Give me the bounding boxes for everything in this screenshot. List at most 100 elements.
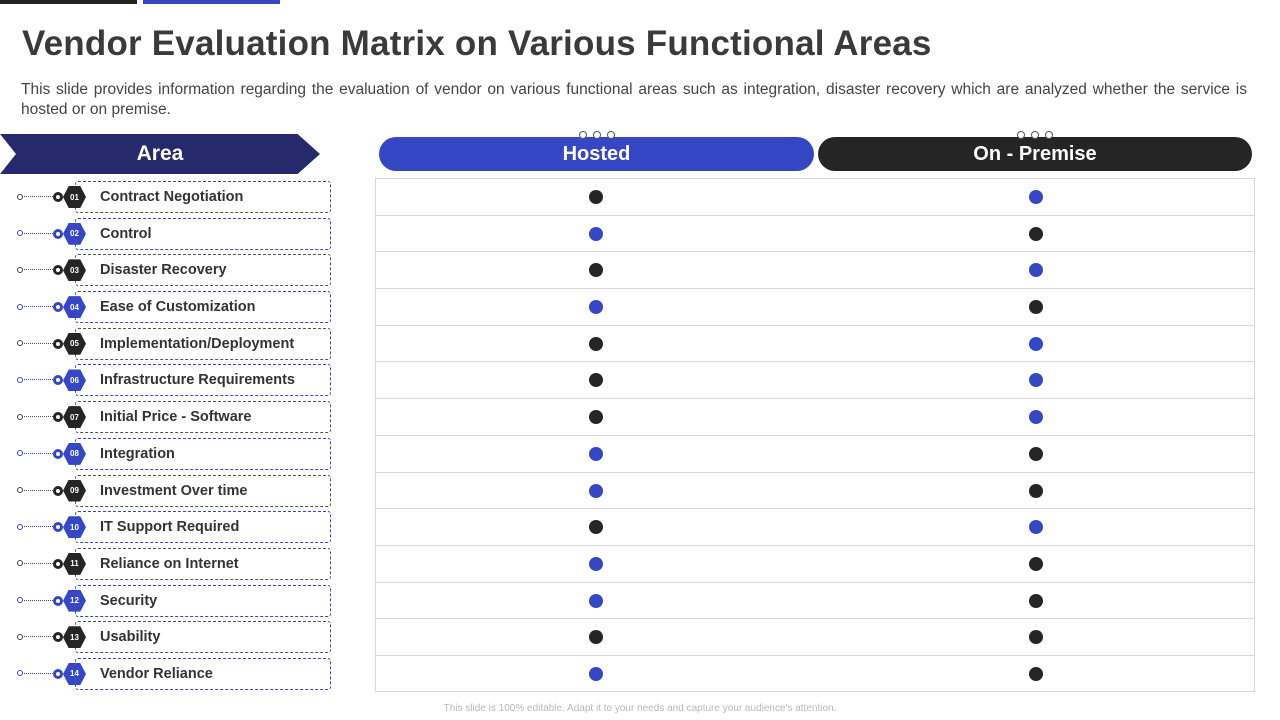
matrix-row [376, 546, 1254, 583]
on-premise-header-label: On - Premise [973, 142, 1097, 165]
row-number-badge: 14 [63, 662, 86, 685]
hosted-dot [589, 190, 603, 204]
top-accent-bar-dark [0, 0, 137, 4]
page-subtitle: This slide provides information regardin… [21, 81, 1247, 118]
row-number-badge: 01 [63, 186, 86, 208]
footer-note: This slide is 100% editable. Adapt it to… [443, 703, 837, 714]
row-connector-node [53, 448, 63, 459]
hosted-dot [589, 373, 603, 388]
row-connector-line [17, 560, 53, 567]
on-premise-header-dots [1017, 131, 1053, 139]
row-connector-line [17, 450, 53, 457]
matrix-row [376, 436, 1254, 473]
hosted-dot [589, 410, 603, 425]
on-premise-dot [1029, 263, 1043, 278]
area-row: 13 Usability [0, 620, 340, 657]
row-connector-node [53, 632, 63, 643]
row-connector-node [53, 228, 63, 239]
on-premise-dot [1029, 666, 1043, 681]
area-label: Infrastructure Requirements [75, 364, 331, 397]
area-row: 03 Disaster Recovery [0, 253, 340, 290]
hosted-dot [589, 263, 603, 278]
area-label: Initial Price - Software [75, 401, 331, 434]
on-premise-dot [1029, 446, 1043, 461]
area-row: 12 Security [0, 584, 340, 621]
area-label: Implementation/Deployment [75, 327, 331, 360]
row-connector-line [17, 266, 53, 273]
on-premise-dot [1029, 593, 1043, 608]
hosted-header-dots [578, 131, 615, 139]
row-number-badge: 10 [63, 516, 86, 539]
area-row: 07 Initial Price - Software [0, 400, 340, 437]
hosted-dot [589, 300, 603, 315]
matrix-row [376, 289, 1254, 326]
area-label: Disaster Recovery [75, 254, 331, 287]
matrix-row [376, 656, 1254, 693]
row-connector-node [53, 192, 63, 202]
page-title: Vendor Evaluation Matrix on Various Func… [22, 24, 932, 63]
area-row: 09 Investment Over time [0, 474, 340, 511]
area-label: Usability [75, 621, 331, 654]
row-connector-line [17, 633, 53, 640]
hosted-dot [589, 556, 603, 571]
hosted-dot [589, 446, 603, 461]
area-label: IT Support Required [75, 511, 331, 544]
area-label: Reliance on Internet [75, 547, 331, 580]
hosted-dot [589, 593, 603, 608]
row-connector-line [17, 487, 53, 493]
matrix-row [376, 179, 1254, 216]
area-row: 11 Reliance on Internet [0, 547, 340, 584]
hosted-column-header: Hosted [379, 131, 814, 171]
row-number-badge: 02 [63, 222, 86, 245]
row-connector-line [17, 193, 53, 200]
hosted-dot [589, 226, 603, 241]
row-number-badge: 08 [63, 442, 86, 465]
area-row: 08 Integration [0, 437, 340, 474]
on-premise-dot [1029, 520, 1043, 535]
matrix-row [376, 583, 1254, 620]
matrix-row [376, 362, 1254, 400]
area-label: Investment Over time [75, 474, 331, 507]
hosted-dot [589, 336, 603, 351]
on-premise-dot [1029, 556, 1043, 571]
on-premise-dot [1029, 410, 1043, 425]
hosted-dot [589, 666, 603, 681]
row-connector-node [53, 558, 63, 569]
area-label: Integration [75, 437, 331, 470]
row-connector-line [17, 230, 53, 237]
area-row: 02 Control [0, 217, 340, 254]
hosted-dot [589, 483, 603, 498]
row-connector-node [53, 375, 63, 386]
row-number-badge: 05 [63, 332, 86, 355]
row-connector-node [53, 338, 63, 349]
matrix-row [376, 473, 1254, 510]
area-label: Ease of Customization [75, 291, 331, 324]
matrix-row [376, 619, 1254, 656]
area-header-label: Area [136, 142, 184, 165]
area-row: 04 Ease of Customization [0, 290, 340, 327]
hosted-header-label: Hosted [562, 142, 631, 165]
evaluation-matrix [375, 178, 1255, 692]
row-connector-line [17, 597, 53, 604]
area-list: 01 Contract Negotiation 02 Control 03 Disaste… [0, 180, 340, 694]
row-number-badge: 09 [63, 479, 86, 502]
area-label: Control [75, 217, 331, 250]
area-label: Contract Negotiation [75, 181, 331, 213]
hosted-dot [589, 520, 603, 535]
area-row: 06 Infrastructure Requirements [0, 363, 340, 400]
matrix-row [376, 399, 1254, 436]
on-premise-dot [1029, 190, 1043, 204]
matrix-row [376, 326, 1254, 363]
row-connector-line [17, 413, 53, 420]
matrix-row [376, 252, 1254, 290]
area-label: Security [75, 584, 331, 617]
row-number-badge: 07 [63, 406, 86, 429]
row-connector-node [53, 485, 63, 496]
matrix-row [376, 509, 1254, 546]
row-number-badge: 12 [63, 589, 86, 612]
on-premise-dot [1029, 300, 1043, 315]
on-premise-column-header: On - Premise [818, 131, 1252, 171]
matrix-row [376, 216, 1254, 253]
row-connector-node [53, 412, 63, 423]
area-label: Vendor Reliance [75, 657, 331, 690]
